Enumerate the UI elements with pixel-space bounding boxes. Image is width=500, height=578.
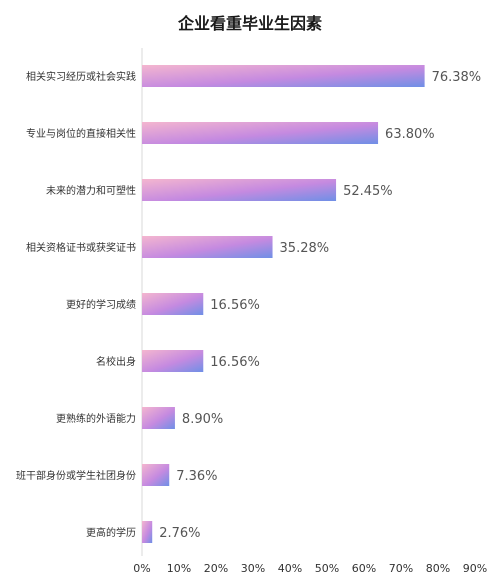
category-label: 更高的学历 (86, 526, 136, 539)
x-tick-label: 30% (241, 562, 265, 575)
value-label: 52.45% (343, 184, 393, 199)
bar (142, 407, 175, 429)
x-tick-label: 70% (389, 562, 413, 575)
value-label: 63.80% (385, 127, 435, 142)
value-label: 35.28% (280, 241, 330, 256)
value-label: 2.76% (159, 526, 200, 541)
value-label: 8.90% (182, 412, 223, 427)
category-label: 班干部身份或学生社团身份 (16, 469, 136, 482)
bar (142, 179, 337, 201)
x-tick-label: 0% (133, 562, 150, 575)
bar (142, 350, 204, 372)
category-label: 更好的学习成绩 (66, 298, 136, 311)
x-tick-label: 90% (463, 562, 487, 575)
x-tick-label: 20% (204, 562, 228, 575)
x-tick-label: 80% (426, 562, 450, 575)
chart-title: 企业看重毕业生因素 (177, 14, 322, 33)
value-label: 76.38% (432, 70, 482, 85)
bar (142, 293, 204, 315)
bar (142, 122, 379, 144)
bar (142, 521, 153, 543)
bar (142, 236, 273, 258)
x-tick-label: 40% (278, 562, 302, 575)
bar (142, 65, 425, 87)
x-tick-label: 10% (167, 562, 191, 575)
value-label: 16.56% (210, 298, 260, 313)
value-label: 7.36% (176, 469, 217, 484)
x-tick-label: 60% (352, 562, 376, 575)
bar (142, 464, 170, 486)
x-tick-label: 50% (315, 562, 339, 575)
category-label: 更熟练的外语能力 (56, 412, 136, 425)
category-label: 专业与岗位的直接相关性 (26, 127, 136, 140)
value-label: 16.56% (210, 355, 260, 370)
category-label: 名校出身 (96, 355, 136, 368)
category-label: 相关资格证书或获奖证书 (26, 241, 136, 254)
category-label: 相关实习经历或社会实践 (26, 70, 136, 83)
category-label: 未来的潜力和可塑性 (46, 184, 136, 197)
